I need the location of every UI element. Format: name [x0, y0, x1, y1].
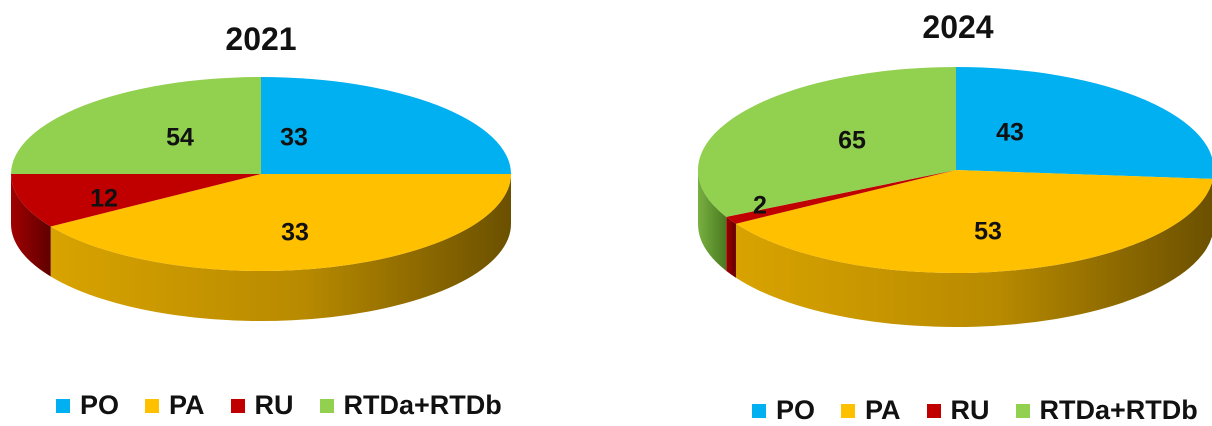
legend-swatch-ru	[926, 403, 941, 418]
legend-item-pa: PA	[841, 395, 901, 426]
data-label-pa: 65	[838, 127, 866, 155]
legend-item-rtd: RTDa+RTDb	[319, 390, 502, 421]
pie-side-rtda-rtdb	[698, 170, 727, 271]
legend-label: PA	[865, 395, 901, 425]
legend-2024: PO PA RU RTDa+RTDb	[752, 395, 1198, 426]
chart-title: 2021	[225, 21, 296, 57]
pie-side-walls	[11, 174, 511, 322]
data-label-pa: 54	[166, 124, 194, 152]
legend-item-rtd: RTDa+RTDb	[1015, 395, 1198, 426]
legend-item-po: PO	[752, 395, 815, 426]
legend-swatch-pa	[145, 398, 160, 413]
pie-top-faces	[11, 77, 511, 271]
pie-slice-pa	[735, 170, 1212, 273]
pie-slice-pa	[50, 174, 511, 271]
legend-label: RU	[254, 390, 294, 420]
legend-label: PA	[169, 390, 205, 420]
data-label-ru: 12	[90, 185, 118, 213]
pie-slice-rtda-rtdb	[11, 77, 261, 174]
pie-side-ru	[726, 216, 736, 278]
pie-side-ru	[11, 174, 51, 277]
pie-side-walls	[698, 170, 1212, 327]
legend-label: PO	[80, 390, 120, 420]
legend-swatch-rtd	[319, 398, 334, 413]
legend-label: RTDa+RTDb	[1039, 395, 1198, 425]
legend-item-pa: PA	[145, 390, 205, 421]
legend-2021: PO PA RU RTDa+RTDb	[56, 390, 502, 421]
legend-swatch-pa	[841, 403, 856, 418]
data-label-rtda-rtdb: 33	[281, 219, 309, 247]
legend-swatch-ru	[230, 398, 245, 413]
legend-item-ru: RU	[926, 395, 990, 426]
pie-chart-2021: 2021 33 54 12 33	[11, 21, 511, 322]
chart-title: 2024	[922, 9, 993, 45]
legend-swatch-rtd	[1015, 403, 1030, 418]
legend-swatch-po	[56, 398, 70, 413]
legend-swatch-po	[752, 403, 766, 418]
data-label-po: 43	[996, 119, 1024, 147]
data-label-ru: 2	[753, 192, 767, 220]
legend-item-po: PO	[56, 390, 119, 421]
data-label-po: 33	[280, 124, 308, 152]
pie-slice-rtda-rtdb	[697, 67, 956, 217]
pie-0-slices: 33 54 12 33	[11, 77, 511, 322]
pie-side-pa	[50, 174, 511, 322]
pie-slice-po	[956, 67, 1212, 179]
pie-data-labels: 43 65 2 53	[753, 119, 1024, 246]
legend-label: RTDa+RTDb	[343, 390, 502, 420]
pie-slice-ru	[726, 170, 956, 224]
data-label-rtda-rtdb: 53	[974, 218, 1002, 246]
legend-label: RU	[950, 395, 990, 425]
pie-side-pa	[735, 182, 1212, 327]
pie-slice-po	[261, 77, 511, 174]
legend-label: PO	[776, 395, 816, 425]
pie-data-labels: 33 54 12 33	[90, 124, 309, 247]
pie-1-slices: 43 65 2 53	[697, 67, 1212, 327]
pie-slice-ru	[11, 174, 261, 227]
legend-item-ru: RU	[230, 390, 294, 421]
pie-chart-2024: 2024 43 65 2 53	[697, 9, 1212, 327]
pie-top-faces	[697, 67, 1212, 273]
